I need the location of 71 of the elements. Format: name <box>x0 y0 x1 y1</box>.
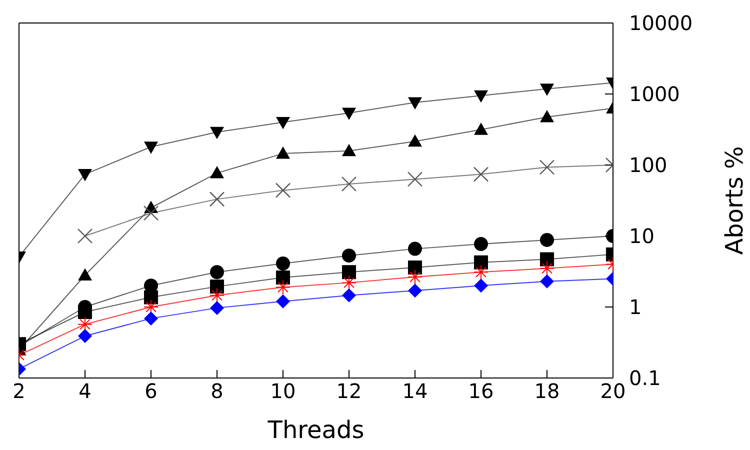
point <box>540 260 554 276</box>
y-tick-label: 100 <box>629 153 668 178</box>
x-tick-label: 20 <box>600 379 626 404</box>
point <box>408 97 422 110</box>
point <box>408 269 422 284</box>
x-tick-label: 16 <box>468 379 494 404</box>
point <box>342 248 356 263</box>
point <box>474 255 488 270</box>
x-tick-label: 12 <box>336 379 362 404</box>
point <box>78 268 92 280</box>
y-tick-label: 1000 <box>629 82 680 106</box>
point <box>276 256 290 270</box>
point <box>209 192 225 207</box>
point <box>341 176 357 192</box>
point <box>539 160 555 175</box>
point <box>473 166 489 182</box>
point <box>342 144 356 156</box>
y-axis-title: Aborts % <box>720 146 749 255</box>
point <box>540 84 554 96</box>
point <box>143 206 159 221</box>
point <box>342 108 356 120</box>
y-tick-label: 10 <box>629 224 654 248</box>
point <box>540 252 554 266</box>
x-tick-label: 4 <box>78 379 92 404</box>
point <box>342 275 356 290</box>
x-tick-label: 18 <box>534 379 560 404</box>
point <box>144 300 158 314</box>
point <box>474 237 488 252</box>
point <box>474 122 488 135</box>
point <box>408 284 422 298</box>
point <box>276 270 290 285</box>
point <box>407 172 423 187</box>
point <box>540 274 554 288</box>
point <box>210 126 224 140</box>
point <box>276 294 290 308</box>
point <box>408 134 422 147</box>
point <box>210 300 224 315</box>
point <box>540 232 554 247</box>
point <box>78 316 92 332</box>
point <box>408 242 422 256</box>
point <box>210 288 224 303</box>
point <box>77 228 93 244</box>
point <box>144 311 158 326</box>
point <box>276 280 290 295</box>
point <box>276 117 290 130</box>
point <box>342 265 356 280</box>
point <box>78 329 92 344</box>
point <box>540 110 554 122</box>
point <box>210 265 224 280</box>
x-axis-title: Threads <box>266 416 364 444</box>
point <box>78 169 92 182</box>
point <box>78 305 92 320</box>
point <box>474 264 488 280</box>
y-tick-label: 10000 <box>629 11 693 36</box>
x-tick-label: 8 <box>210 379 224 404</box>
x-tick-label: 6 <box>144 379 158 404</box>
point <box>474 278 488 293</box>
point <box>275 182 291 198</box>
point <box>342 288 356 302</box>
point <box>408 260 422 275</box>
x-tick-label: 2 <box>12 379 26 404</box>
point <box>276 146 290 159</box>
x-tick-label: 10 <box>270 379 296 404</box>
point <box>144 142 158 154</box>
y-tick-label: 1 <box>629 295 642 320</box>
y-tick-label: 0.1 <box>629 366 661 390</box>
point <box>144 290 158 304</box>
point <box>210 280 224 294</box>
point <box>210 166 224 178</box>
point <box>474 90 488 103</box>
x-tick-label: 14 <box>402 379 428 404</box>
